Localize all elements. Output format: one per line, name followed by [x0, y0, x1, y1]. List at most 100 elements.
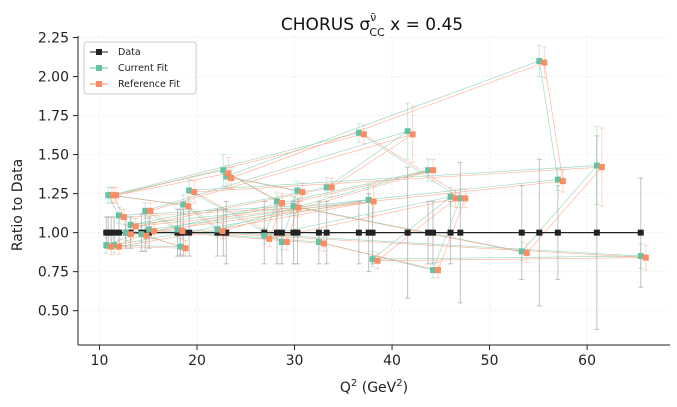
legend-entry-reference-fit: Reference Fit: [90, 79, 180, 90]
reference-fit-point: [228, 175, 235, 182]
grid: [78, 36, 670, 345]
current-fit-point: [180, 201, 187, 208]
reference-fit-point: [127, 231, 134, 238]
data-point: [536, 229, 543, 236]
current-fit-point: [404, 128, 411, 135]
data-point: [294, 229, 301, 236]
legend-current-fit-marker: [96, 65, 102, 71]
y-tick-label: 1.00: [38, 226, 69, 242]
reference-fit-point: [191, 189, 198, 196]
reference-fit-point: [179, 228, 186, 235]
data-point: [105, 229, 112, 236]
current-fit-point: [315, 239, 322, 245]
data-point: [214, 229, 221, 236]
reference-fit-point: [430, 167, 437, 174]
reference-fit-point: [328, 184, 335, 191]
reference-fit-point: [278, 199, 285, 206]
current-fit-point: [518, 248, 525, 255]
reference-fit-point: [452, 195, 459, 202]
data-point: [554, 229, 561, 236]
x-tick-label: 60: [578, 353, 596, 369]
legend-data-marker: [96, 49, 102, 55]
current-fit-point: [105, 192, 112, 199]
current-fit-point: [355, 129, 362, 136]
current-fit-point: [593, 162, 600, 169]
data-point: [404, 229, 411, 236]
data-point: [290, 229, 297, 236]
current-fit-point: [425, 167, 432, 174]
current-fit-point: [457, 195, 464, 202]
legend-reference-fit-label: Reference Fit: [118, 79, 180, 90]
x-tick-label: 10: [91, 353, 109, 369]
x-tick-label: 30: [286, 353, 304, 369]
reference-fit-point: [370, 198, 377, 205]
reference-fit-point: [462, 195, 469, 202]
reference-fit-point: [598, 164, 605, 171]
legend: Data Current Fit Reference Fit: [83, 41, 197, 95]
reference-fit-point: [116, 243, 123, 250]
legend-current-fit-label: Current Fit: [118, 63, 168, 74]
data-point: [425, 229, 432, 236]
legend-entry-current-fit: Current Fit: [90, 63, 168, 74]
current-fit-point: [223, 173, 230, 180]
legend-reference-fit-marker: [96, 81, 102, 87]
current-fit-point: [177, 243, 184, 250]
data-point: [186, 229, 193, 236]
data-point: [315, 229, 322, 236]
reference-fit-point: [219, 228, 226, 235]
reference-fit-point: [283, 239, 290, 245]
chart-title: CHORUS σν̄ CC x = 0.45: [281, 11, 463, 39]
data-point: [115, 229, 122, 236]
current-fit-point: [142, 207, 149, 214]
data-point: [142, 229, 149, 236]
reference-fit-point: [225, 170, 232, 177]
data-point: [369, 229, 376, 236]
y-tick-label: 1.25: [38, 187, 69, 203]
x-tick-label: 20: [188, 353, 206, 369]
current-fit-point: [294, 187, 301, 194]
current-fit-point: [214, 226, 221, 233]
reference-fit-point: [143, 232, 150, 239]
current-fit-point: [146, 226, 153, 233]
data-point: [447, 229, 454, 236]
current-fit-point: [220, 167, 227, 174]
current-fit-point: [127, 221, 134, 228]
reference-fit-point: [541, 59, 548, 66]
data-point: [355, 229, 362, 236]
current-fit-point: [174, 226, 181, 233]
current-fit-point: [290, 203, 297, 210]
current-fit-point: [447, 193, 454, 200]
y-tick-label: 0.50: [38, 304, 69, 320]
reference-fit-point: [147, 207, 154, 214]
current-fit-point: [115, 212, 122, 219]
x-axis-label: Q2 (GeV2): [340, 378, 408, 396]
reference-fit-point: [295, 204, 302, 211]
data-point: [323, 229, 330, 236]
current-fit-point: [278, 239, 285, 245]
reference-fit-point: [151, 228, 158, 235]
data-point: [593, 229, 600, 236]
reference-fit-point: [642, 254, 649, 261]
current-fit-point: [138, 231, 145, 238]
reference-fit-point: [299, 189, 306, 196]
current-fit-point: [365, 196, 372, 203]
y-axis-label: Ratio to Data: [10, 159, 26, 251]
data-point: [365, 229, 372, 236]
data-point: [637, 229, 644, 236]
reference-fit-point: [360, 131, 367, 138]
data-point: [261, 229, 268, 236]
reference-fit-point: [182, 245, 189, 252]
x-ticks: 10 20 30 40 50 60: [91, 345, 596, 369]
legend-box: [83, 41, 197, 95]
current-fit-point: [536, 57, 543, 64]
y-ticks: 0.50 0.75 1.00 1.25 1.50 1.75 2.00 2.25: [38, 31, 78, 320]
reference-fit-point: [523, 249, 530, 256]
data-point: [146, 229, 153, 236]
x-tick-label: 50: [481, 353, 499, 369]
reference-fit-point: [132, 223, 139, 230]
current-fit-point: [103, 242, 110, 249]
data-point: [273, 229, 280, 236]
data-point: [278, 229, 285, 236]
current-fit-point: [261, 232, 268, 239]
